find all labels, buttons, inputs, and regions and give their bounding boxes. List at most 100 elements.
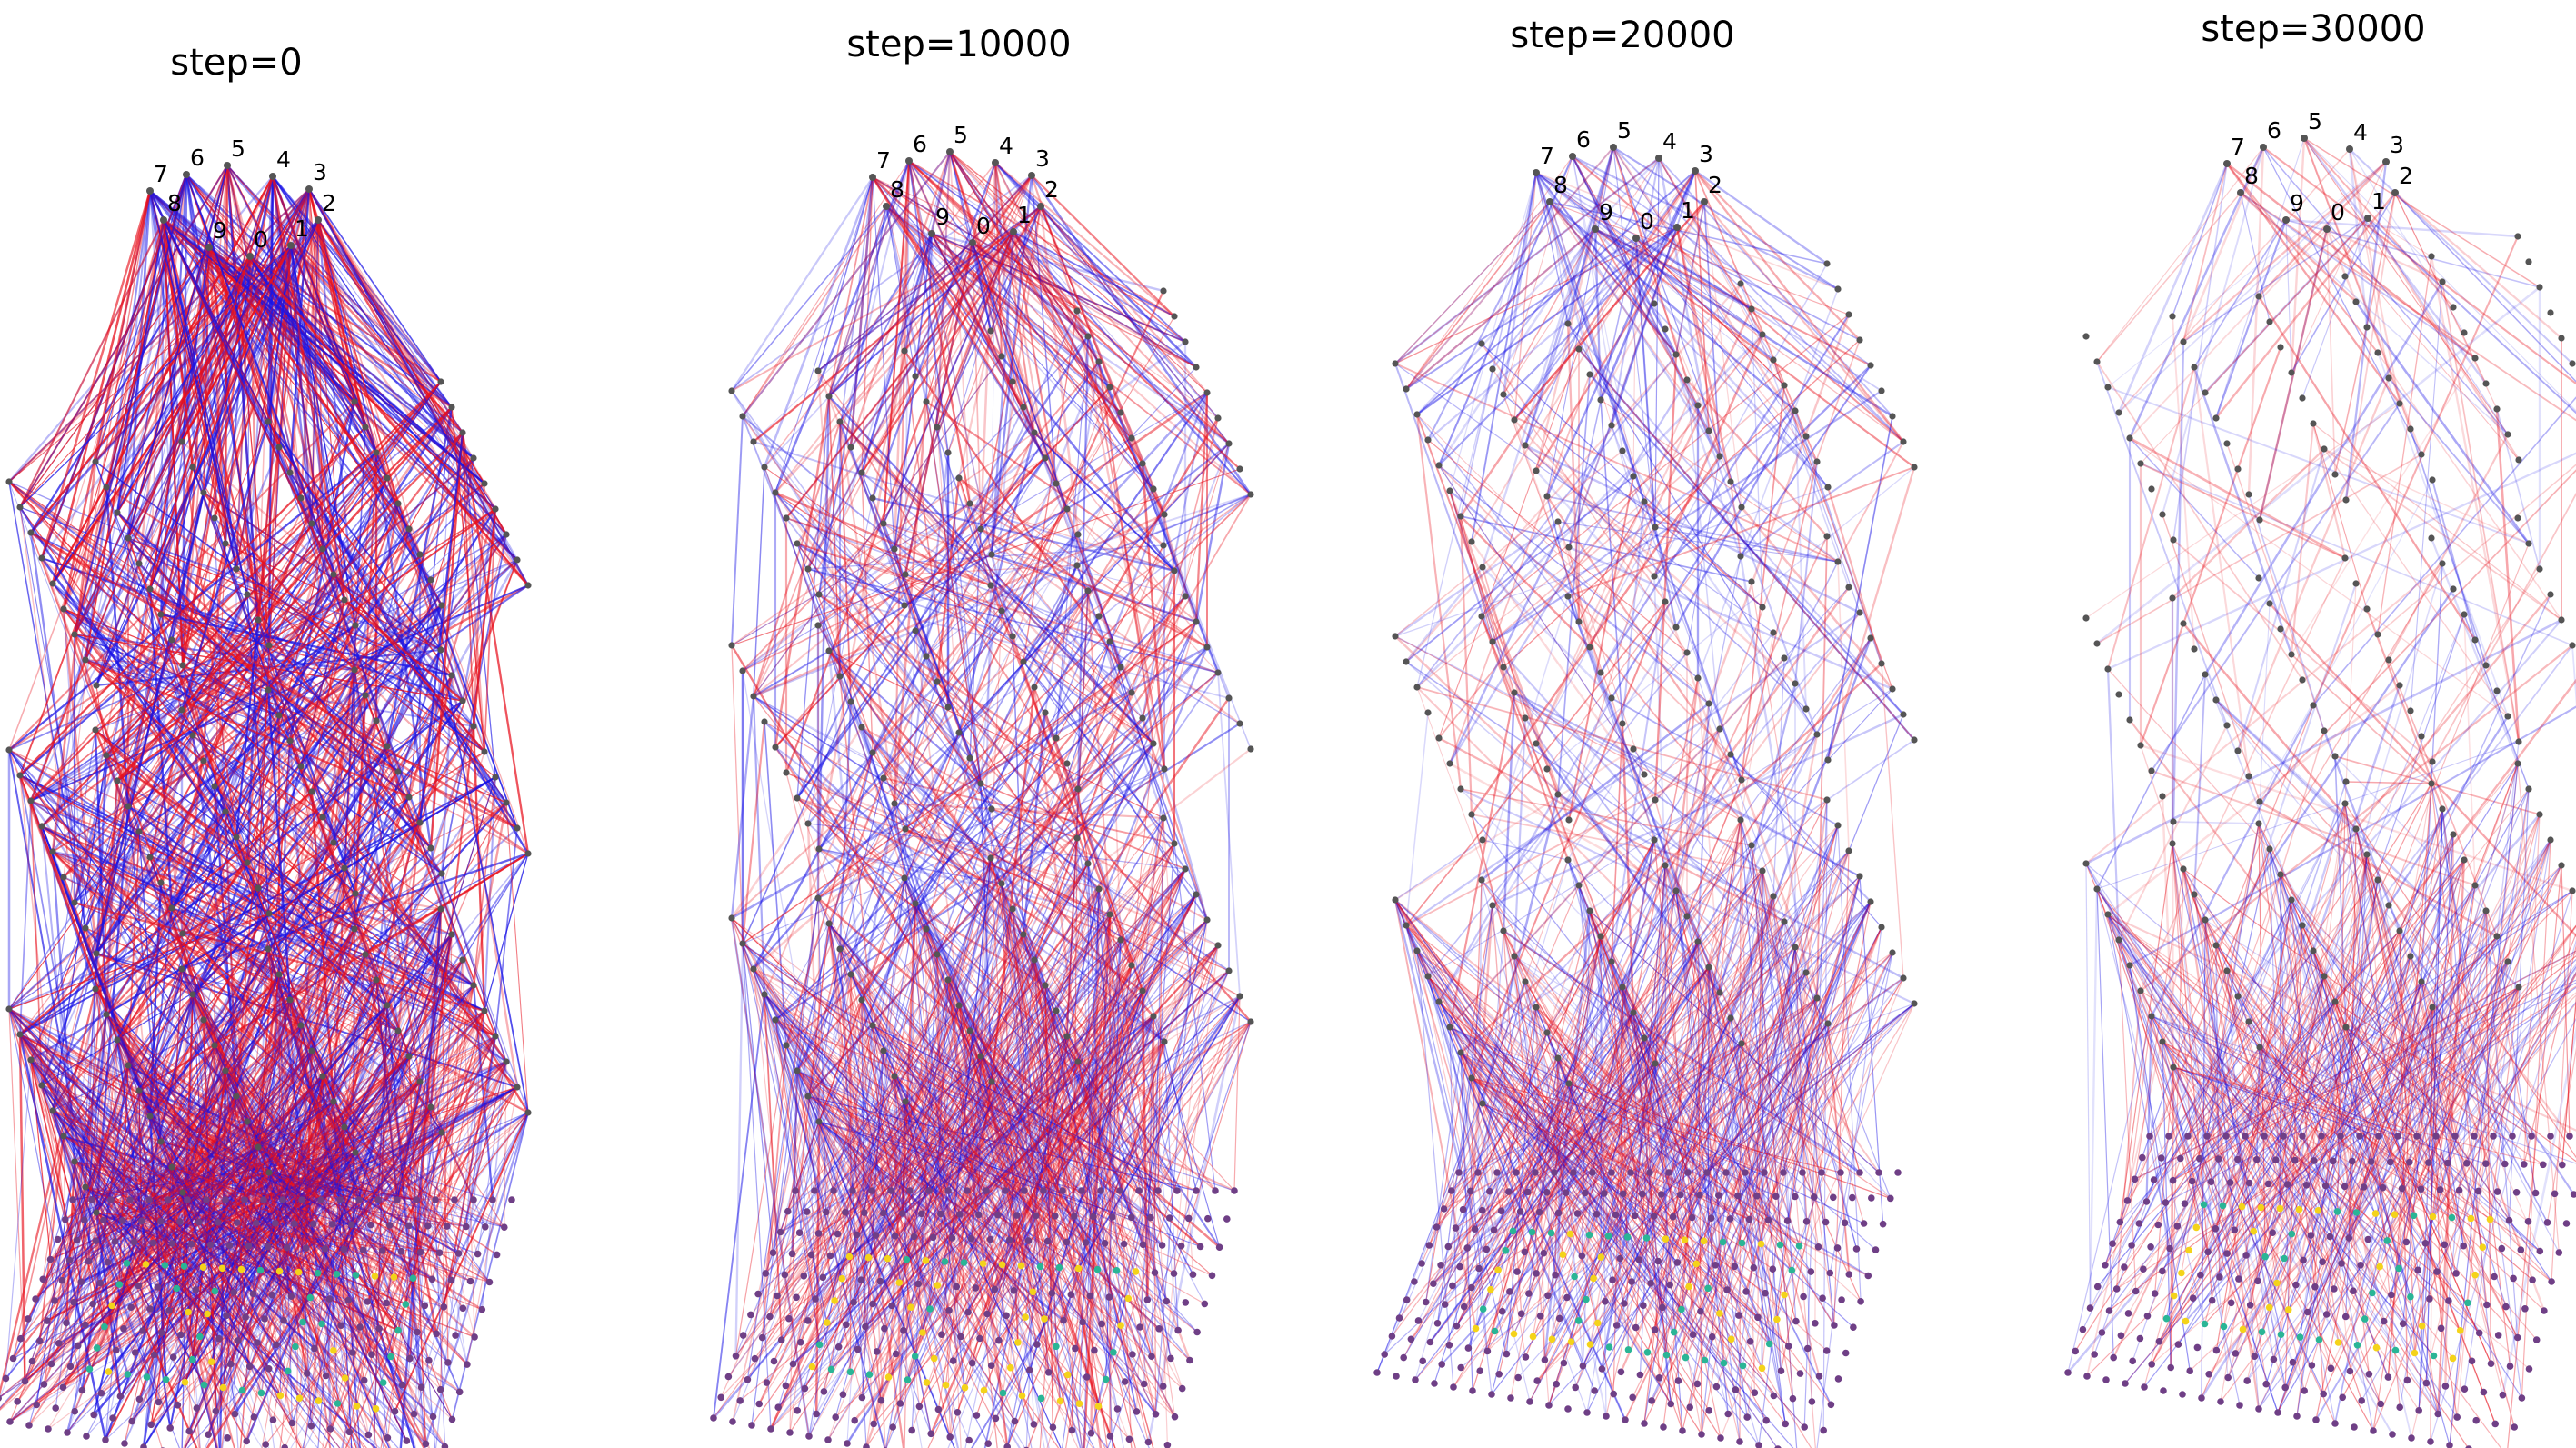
input-pixel [119, 1217, 126, 1224]
input-pixel [135, 1282, 143, 1290]
hidden-neuron [448, 404, 455, 411]
input-pixel [349, 1349, 356, 1356]
hidden-neuron [233, 565, 240, 573]
input-pixel [1186, 1356, 1193, 1364]
input-pixel [927, 1430, 934, 1438]
input-pixel [414, 1328, 421, 1336]
input-pixel [824, 1319, 831, 1326]
input-pixel [287, 1293, 295, 1300]
hidden-neuron [308, 1047, 315, 1054]
hidden-neuron [416, 1078, 424, 1085]
output-neuron [224, 162, 231, 169]
hidden-neuron [275, 712, 283, 719]
input-pixel [1135, 1187, 1143, 1194]
hidden-neuron [93, 1209, 100, 1216]
panel-title: step=10000 [846, 24, 1071, 65]
input-pixel [108, 1302, 115, 1310]
input-pixel [929, 1233, 937, 1242]
input-pixel [789, 1360, 797, 1368]
hidden-neuron [1009, 905, 1016, 913]
input-pixel [964, 1308, 972, 1316]
hidden-neuron [783, 769, 790, 776]
hidden-neuron [38, 554, 45, 562]
input-pixel [359, 1246, 367, 1254]
input-pixel [51, 1297, 58, 1304]
hidden-neuron [448, 931, 455, 938]
input-pixel [364, 1431, 373, 1439]
input-pixel [1121, 1378, 1129, 1385]
hidden-neuron [987, 582, 994, 589]
input-pixel [390, 1273, 398, 1281]
input-pixel [877, 1396, 885, 1404]
hidden-neuron [1150, 740, 1157, 747]
weight-edge [224, 165, 229, 544]
hidden-neuron [912, 373, 919, 380]
input-pixel [1053, 1343, 1060, 1351]
input-pixel [900, 1327, 907, 1334]
hidden-neuron [189, 464, 196, 471]
hidden-neuron [783, 1042, 790, 1049]
input-pixel [884, 1373, 893, 1381]
hidden-neuron [437, 905, 444, 913]
input-pixel [424, 1222, 432, 1230]
hidden-neuron [1161, 511, 1168, 518]
hidden-neuron [836, 418, 844, 425]
input-pixel [956, 1211, 964, 1218]
hidden-neuron [1139, 987, 1146, 994]
input-pixel [25, 1315, 32, 1323]
hidden-neuron [815, 591, 823, 598]
weight-edge [107, 934, 453, 1373]
hidden-neuron [265, 418, 272, 425]
input-pixel [868, 1187, 875, 1194]
input-pixel [162, 1376, 170, 1383]
hidden-neuron [1095, 613, 1103, 620]
input-pixel [508, 1196, 515, 1203]
input-pixel [158, 1329, 165, 1336]
input-pixel [949, 1357, 957, 1364]
weight-edge [149, 483, 485, 858]
input-pixel [447, 1276, 455, 1284]
hidden-neuron [157, 1138, 165, 1145]
input-pixel [805, 1433, 813, 1440]
hidden-neuron [1171, 567, 1178, 574]
weight-edge [226, 165, 345, 601]
input-pixel [311, 1344, 318, 1353]
input-pixel [992, 1414, 1000, 1423]
weight-edge [163, 219, 443, 606]
hidden-neuron [297, 763, 305, 770]
weight-edge [225, 165, 260, 621]
weight-edge [1460, 172, 1537, 517]
hidden-neuron [804, 820, 812, 827]
weight-edge [40, 709, 184, 1086]
input-pixel [1231, 1187, 1238, 1194]
weight-edge [95, 255, 251, 686]
input-pixel [1166, 1214, 1173, 1222]
input-pixel [1163, 1442, 1172, 1448]
weight-edge [38, 1135, 65, 1342]
input-pixel [112, 1346, 120, 1354]
input-pixel [994, 1211, 1002, 1219]
hidden-neuron [902, 571, 909, 578]
input-pixel [454, 1250, 463, 1257]
input-pixel [915, 1403, 924, 1411]
input-pixel [1147, 1213, 1154, 1222]
input-pixel [767, 1425, 774, 1433]
input-pixel [906, 1187, 914, 1194]
output-neuron [246, 253, 254, 260]
weight-edge [1405, 712, 1429, 926]
input-pixel [321, 1245, 329, 1253]
weight-edge [317, 219, 464, 434]
hidden-neuron [114, 509, 121, 516]
input-pixel [1102, 1375, 1110, 1383]
input-pixel [964, 1187, 971, 1194]
weight-edge [149, 190, 410, 530]
input-pixel [792, 1187, 799, 1194]
output-neuron [928, 230, 935, 237]
hidden-neuron [352, 890, 359, 897]
input-pixel [73, 1236, 81, 1244]
input-pixel [839, 1391, 847, 1398]
input-pixel [218, 1264, 226, 1273]
input-pixel [421, 1302, 429, 1310]
input-pixel [1072, 1344, 1079, 1353]
weight-edge [19, 1034, 312, 1299]
